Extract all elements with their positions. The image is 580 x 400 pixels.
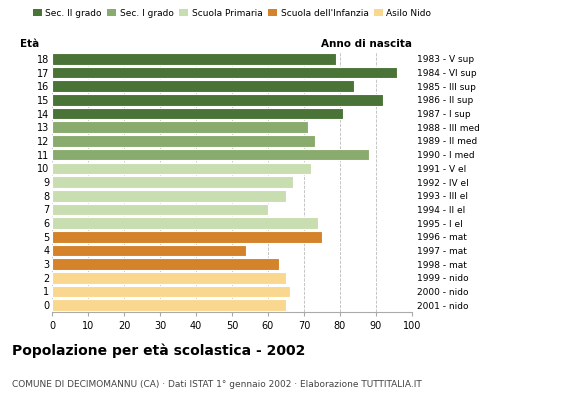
Text: Anno di nascita: Anno di nascita <box>321 39 412 49</box>
Bar <box>52 176 293 188</box>
Bar <box>52 122 307 133</box>
Bar <box>52 299 286 311</box>
Bar <box>52 53 336 65</box>
Bar <box>52 272 286 284</box>
Text: COMUNE DI DECIMOMANNU (CA) · Dati ISTAT 1° gennaio 2002 · Elaborazione TUTTITALI: COMUNE DI DECIMOMANNU (CA) · Dati ISTAT … <box>12 380 421 389</box>
Bar <box>52 149 369 160</box>
Text: Popolazione per età scolastica - 2002: Popolazione per età scolastica - 2002 <box>12 344 305 358</box>
Bar <box>52 162 311 174</box>
Legend: Sec. II grado, Sec. I grado, Scuola Primaria, Scuola dell'Infanzia, Asilo Nido: Sec. II grado, Sec. I grado, Scuola Prim… <box>32 8 432 18</box>
Bar <box>52 135 315 147</box>
Text: Età: Età <box>20 39 39 49</box>
Bar <box>52 286 289 297</box>
Bar <box>52 245 246 256</box>
Bar <box>52 94 383 106</box>
Bar <box>52 67 397 78</box>
Bar <box>52 231 322 242</box>
Bar <box>52 80 354 92</box>
Bar <box>52 217 318 229</box>
Bar <box>52 190 286 202</box>
Bar <box>52 108 343 119</box>
Bar <box>52 258 279 270</box>
Bar <box>52 204 268 215</box>
